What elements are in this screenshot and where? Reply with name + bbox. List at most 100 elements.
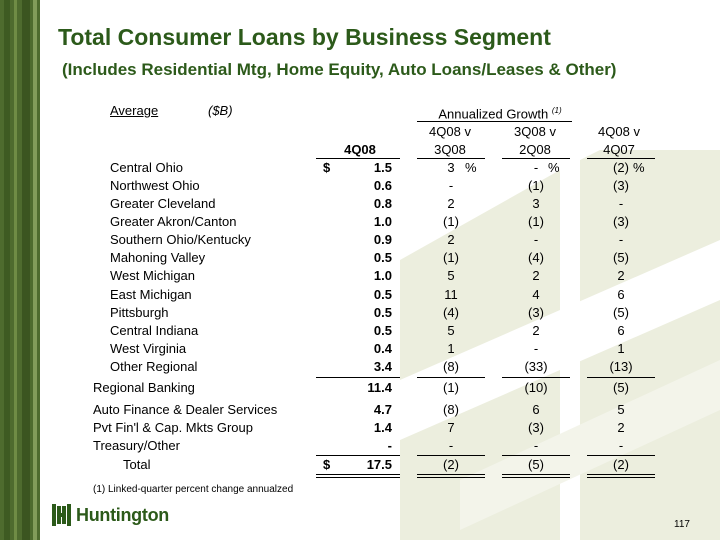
growth-4q08-v-3q08: 2 [447, 232, 455, 247]
growth-4q08-v-3q08: 5 [447, 268, 455, 283]
growth-4q08-v-4q07: 1 [617, 341, 625, 356]
pct-sign: % [548, 160, 560, 175]
total-rule [502, 455, 570, 456]
growth-4q08-v-4q07: 5 [617, 402, 625, 417]
growth-4q08-v-4q07: - [618, 438, 624, 453]
left-decorative-bar [0, 0, 40, 540]
row-label: Greater Cleveland [110, 196, 216, 211]
huntington-logo: Huntington [52, 503, 172, 527]
row-label: Total [123, 457, 151, 472]
growth-3q08-v-2q08: 3 [532, 196, 540, 211]
growth-4q08-v-3q08: (8) [443, 359, 459, 374]
growth-4q08-v-3q08: 7 [447, 420, 455, 435]
col-b-line2: 2Q08 [519, 142, 551, 157]
growth-header-rule [417, 121, 572, 122]
total-double-rule [587, 477, 655, 478]
total-rule [587, 455, 655, 456]
row-label: Mahoning Valley [110, 250, 206, 265]
col-a-line1: 4Q08 v [429, 124, 471, 139]
total-double-rule [417, 477, 485, 478]
header-rule-c [587, 158, 655, 159]
growth-4q08-v-3q08: (8) [443, 402, 459, 417]
growth-3q08-v-2q08: 6 [532, 402, 540, 417]
total-double-rule [587, 474, 655, 475]
growth-4q08-v-4q07: (5) [613, 305, 629, 320]
background-watermark [400, 150, 720, 540]
growth-3q08-v-2q08: (1) [528, 178, 544, 193]
row-label: Pittsburgh [110, 305, 169, 320]
growth-3q08-v-2q08: (33) [524, 359, 548, 374]
subtotal-rule [316, 377, 400, 378]
value-4q08: 17.5 [366, 457, 392, 472]
header-rule-a [417, 158, 485, 159]
page-subtitle: (Includes Residential Mtg, Home Equity, … [62, 60, 617, 79]
growth-3q08-v-2q08: - [533, 232, 539, 247]
value-4q08: 0.6 [373, 178, 392, 193]
row-label: Northwest Ohio [110, 178, 200, 193]
growth-4q08-v-4q07: 6 [617, 323, 625, 338]
growth-3q08-v-2q08: (1) [528, 214, 544, 229]
row-label: West Virginia [110, 341, 187, 356]
growth-3q08-v-2q08: (3) [528, 305, 544, 320]
subtotal-rule [587, 377, 655, 378]
growth-3q08-v-2q08: (10) [524, 380, 548, 395]
growth-4q08-v-3q08: 2 [447, 196, 455, 211]
growth-4q08-v-4q07: 6 [617, 287, 625, 302]
pct-sign: % [465, 160, 477, 175]
total-double-rule [316, 474, 400, 475]
value-4q08: 0.5 [373, 305, 392, 320]
page-number: 117 [674, 519, 690, 530]
dollar-sign: $ [323, 457, 331, 472]
growth-4q08-v-4q07: (5) [613, 380, 629, 395]
growth-4q08-v-4q07: (5) [613, 250, 629, 265]
growth-4q08-v-3q08: (1) [443, 214, 459, 229]
col-a-line2: 3Q08 [434, 142, 466, 157]
value-4q08: 4.7 [373, 402, 392, 417]
growth-3q08-v-2q08: (4) [528, 250, 544, 265]
growth-4q08-v-4q07: - [618, 232, 624, 247]
growth-4q08-v-4q07: 2 [617, 268, 625, 283]
row-label: Treasury/Other [93, 438, 180, 453]
growth-4q08-v-4q07: (3) [613, 214, 629, 229]
growth-4q08-v-4q07: (2) [613, 160, 629, 175]
dollar-sign: $ [323, 160, 331, 175]
total-double-rule [502, 477, 570, 478]
growth-3q08-v-2q08: (3) [528, 420, 544, 435]
growth-4q08-v-3q08: 5 [447, 323, 455, 338]
total-double-rule [417, 474, 485, 475]
value-4q08: 1.5 [373, 160, 392, 175]
growth-4q08-v-3q08: - [448, 438, 454, 453]
pct-sign: % [633, 160, 645, 175]
growth-3q08-v-2q08: - [533, 438, 539, 453]
row-label: Central Ohio [110, 160, 183, 175]
footnote: (1) Linked-quarter percent change annual… [93, 484, 294, 495]
growth-3q08-v-2q08: - [533, 160, 539, 175]
value-4q08: 11.4 [367, 380, 392, 395]
growth-4q08-v-4q07: (3) [613, 178, 629, 193]
growth-3q08-v-2q08: - [533, 341, 539, 356]
total-double-rule [316, 477, 400, 478]
growth-4q08-v-4q07: 2 [617, 420, 625, 435]
growth-4q08-v-4q07: - [618, 196, 624, 211]
col-c-line1: 4Q08 v [598, 124, 640, 139]
total-double-rule [502, 474, 570, 475]
value-4q08: 0.5 [373, 323, 392, 338]
growth-4q08-v-3q08: - [448, 178, 454, 193]
subtotal-rule [417, 377, 485, 378]
subtotal-rule [502, 377, 570, 378]
value-4q08: 0.5 [373, 287, 392, 302]
value-4q08: 3.4 [373, 359, 392, 374]
huntington-logo-text: Huntington [76, 505, 169, 525]
row-label: Pvt Fin'l & Cap. Mkts Group [93, 420, 253, 435]
value-4q08: 1.0 [373, 268, 392, 283]
growth-4q08-v-4q07: (13) [609, 359, 633, 374]
growth-4q08-v-3q08: (1) [443, 250, 459, 265]
row-label: East Michigan [110, 287, 192, 302]
growth-4q08-v-3q08: (1) [443, 380, 459, 395]
value-4q08: 0.5 [373, 250, 392, 265]
value-4q08: 1.0 [373, 214, 392, 229]
row-label: West Michigan [110, 268, 196, 283]
growth-footnote-mark: (1) [551, 106, 562, 115]
total-rule [316, 455, 400, 456]
total-rule [417, 455, 485, 456]
